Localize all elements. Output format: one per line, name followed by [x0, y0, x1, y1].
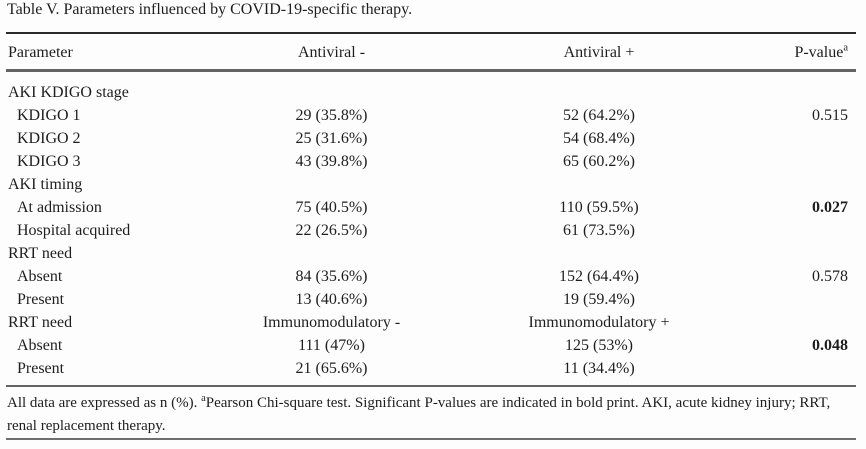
cell-p-value	[759, 150, 862, 173]
cell-parameter: Present	[17, 360, 65, 377]
cell-antiviral-minus	[224, 242, 439, 265]
data-row: KDIGO 1 29 (35.8%) 52 (64.2%) 0.515	[6, 104, 862, 127]
data-row: Present 21 (65.6%) 11 (34.4%)	[6, 357, 862, 380]
cell-antiviral-minus: 111 (47%)	[298, 337, 365, 354]
cell-p-value	[759, 357, 862, 380]
cell-antiviral-minus: 75 (40.5%)	[295, 199, 368, 216]
column-header-antiviral-plus: Antiviral +	[563, 44, 635, 61]
cell-antiviral-plus: 65 (60.2%)	[563, 153, 635, 170]
cell-p-value	[759, 219, 862, 242]
table-body: AKI KDIGO stage KDIGO 1 29 (35.8%) 52 (64.2…	[6, 77, 862, 380]
cell-p-value	[759, 81, 862, 104]
cell-antiviral-plus: 19 (59.4%)	[563, 291, 635, 308]
cell-antiviral-plus: 110 (59.5%)	[559, 199, 639, 216]
column-header-antiviral-minus: Antiviral -	[297, 44, 366, 61]
cell-antiviral-minus	[224, 81, 439, 104]
cell-antiviral-minus: 21 (65.6%)	[295, 360, 368, 377]
cell-parameter: Absent	[17, 337, 63, 354]
data-row: Absent 84 (35.6%) 152 (64.4%) 0.578	[6, 265, 862, 288]
table-caption: Table V. Parameters influenced by COVID-…	[7, 1, 413, 18]
cell-antiviral-plus: 54 (68.4%)	[563, 130, 635, 147]
cell-antiviral-plus	[439, 173, 759, 196]
cell-parameter: KDIGO 1	[17, 107, 81, 124]
cell-antiviral-plus: 152 (64.4%)	[559, 268, 639, 285]
cell-antiviral-minus: Immunomodulatory -	[262, 314, 401, 331]
data-row: Absent 111 (47%) 125 (53%) 0.048	[6, 334, 862, 357]
cell-parameter: RRT need	[8, 245, 73, 262]
cell-antiviral-plus: 11 (34.4%)	[563, 360, 635, 377]
rule-under-header	[6, 69, 856, 72]
column-header-p-value: P-valuea	[759, 40, 862, 66]
p-value-label: P-value	[794, 44, 844, 61]
data-row: Hospital acquired 22 (26.5%) 61 (73.5%)	[6, 219, 862, 242]
cell-p-value	[759, 242, 862, 265]
cell-parameter: At admission	[17, 199, 102, 216]
footnote-rest: Pearson Chi-square test. Significant P-v…	[7, 395, 831, 434]
footnote-prefix: All data are expressed as n (%).	[7, 395, 202, 411]
rule-under-title	[6, 32, 856, 34]
cell-parameter: RRT need	[8, 314, 73, 331]
section-row: RRT need	[6, 242, 862, 265]
table-header-row: Parameter Antiviral - Antiviral + P-valu…	[6, 40, 862, 66]
cell-antiviral-minus	[224, 173, 439, 196]
cell-antiviral-minus: 13 (40.6%)	[295, 291, 368, 308]
subheader-row: RRT need Immunomodulatory - Immunomodulato…	[6, 311, 862, 334]
cell-parameter: Present	[17, 291, 65, 308]
data-row: KDIGO 2 25 (31.6%) 54 (68.4%)	[6, 127, 862, 150]
cell-antiviral-plus	[439, 81, 759, 104]
cell-antiviral-minus: 25 (31.6%)	[295, 130, 368, 147]
cell-p-value	[759, 311, 862, 334]
rule-bottom	[6, 438, 856, 440]
data-row: Present 13 (40.6%) 19 (59.4%)	[6, 288, 862, 311]
section-row: AKI KDIGO stage	[6, 81, 862, 104]
cell-p-value	[759, 173, 862, 196]
cell-parameter: KDIGO 2	[17, 130, 81, 147]
cell-p-value: 0.578	[812, 268, 848, 285]
cell-antiviral-minus: 29 (35.8%)	[295, 107, 368, 124]
cell-antiviral-minus: 84 (35.6%)	[295, 268, 368, 285]
p-value-footnote-marker: a	[843, 42, 848, 54]
data-row: KDIGO 3 43 (39.8%) 65 (60.2%)	[6, 150, 862, 173]
cell-parameter: Absent	[17, 268, 63, 285]
cell-antiviral-minus: 22 (26.5%)	[295, 222, 368, 239]
section-row: AKI timing	[6, 173, 862, 196]
cell-antiviral-plus: 61 (73.5%)	[563, 222, 635, 239]
cell-p-value: 0.515	[812, 107, 848, 124]
cell-antiviral-minus: 43 (39.8%)	[295, 153, 368, 170]
cell-p-value	[759, 288, 862, 311]
cell-parameter: Hospital acquired	[17, 222, 131, 239]
cell-antiviral-plus: Immunomodulatory +	[528, 314, 670, 331]
footnote-superscript-a: a	[201, 393, 206, 404]
cell-parameter: KDIGO 3	[17, 153, 81, 170]
table-footnote: All data are expressed as n (%). aPearso…	[7, 392, 858, 438]
cell-antiviral-plus: 125 (53%)	[565, 337, 633, 354]
column-header-parameter: Parameter	[8, 44, 73, 61]
cell-parameter: AKI timing	[8, 176, 83, 193]
rule-above-footnote	[6, 385, 856, 387]
data-row: At admission 75 (40.5%) 110 (59.5%) 0.027	[6, 196, 862, 219]
cell-p-value	[759, 127, 862, 150]
cell-p-value: 0.048	[812, 337, 848, 354]
cell-antiviral-plus	[439, 242, 759, 265]
cell-antiviral-plus: 52 (64.2%)	[563, 107, 635, 124]
cell-parameter: AKI KDIGO stage	[8, 84, 129, 101]
cell-p-value: 0.027	[812, 199, 848, 216]
